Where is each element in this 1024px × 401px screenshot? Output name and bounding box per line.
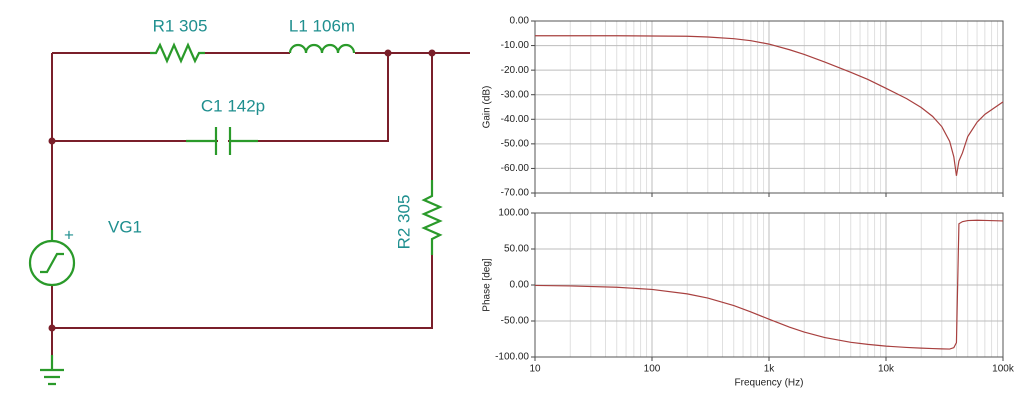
resistor <box>421 180 443 255</box>
x-tick-label: 10k <box>878 364 895 375</box>
plot-frame <box>534 20 1004 194</box>
x-tick-label: 100 <box>644 364 661 375</box>
polarity-label: + <box>64 225 74 244</box>
node <box>428 49 436 57</box>
component-label: R1 305 <box>153 16 208 35</box>
y-tick-label: -30.00 <box>501 89 530 100</box>
y-tick-label: -50.00 <box>501 138 530 149</box>
data-line <box>534 219 1004 350</box>
charts: 0.00 -10.00 -20.00 -30.00 -40.00 -50.00 -60.00… <box>482 16 1015 389</box>
y-tick-label: -100.00 <box>495 352 529 363</box>
capacitor <box>186 127 258 155</box>
y-tick-label: -10.00 <box>501 40 530 51</box>
y-axis-title: Phase [deg] <box>482 258 493 312</box>
y-tick-label: 100.00 <box>498 208 529 219</box>
resistor <box>150 42 205 64</box>
node <box>48 137 56 145</box>
y-tick-label: -50.00 <box>501 316 530 327</box>
y-tick-label: 0.00 <box>510 16 530 27</box>
node <box>48 324 56 332</box>
y-tick-label: -70.00 <box>501 188 530 199</box>
y-tick-label: -20.00 <box>501 65 530 76</box>
y-tick-label: -40.00 <box>501 114 530 125</box>
x-tick-label: 10 <box>529 364 541 375</box>
data-line <box>535 35 1004 176</box>
y-tick-label: 0.00 <box>510 280 530 291</box>
plot-frame <box>534 212 1004 358</box>
component-label: VG1 <box>108 217 142 236</box>
x-tick-label: 100k <box>992 364 1015 375</box>
node <box>384 49 392 57</box>
component-label: R2 305 <box>394 195 413 250</box>
component-label: C1 142p <box>201 96 265 115</box>
source-symbol <box>40 252 64 274</box>
component-label: L1 106m <box>289 16 355 35</box>
x-tick-label: 1k <box>764 364 776 375</box>
y-tick-label: -60.00 <box>501 163 530 174</box>
schematic: R1 305 L1 106m C1 142p R2 305 VG1 + <box>28 16 470 386</box>
ground <box>40 355 64 386</box>
y-axis-title: Gain (dB) <box>482 86 493 129</box>
x-axis-title: Frequency (Hz) <box>735 378 804 389</box>
y-tick-label: 50.00 <box>504 244 529 255</box>
inductor <box>288 43 356 54</box>
